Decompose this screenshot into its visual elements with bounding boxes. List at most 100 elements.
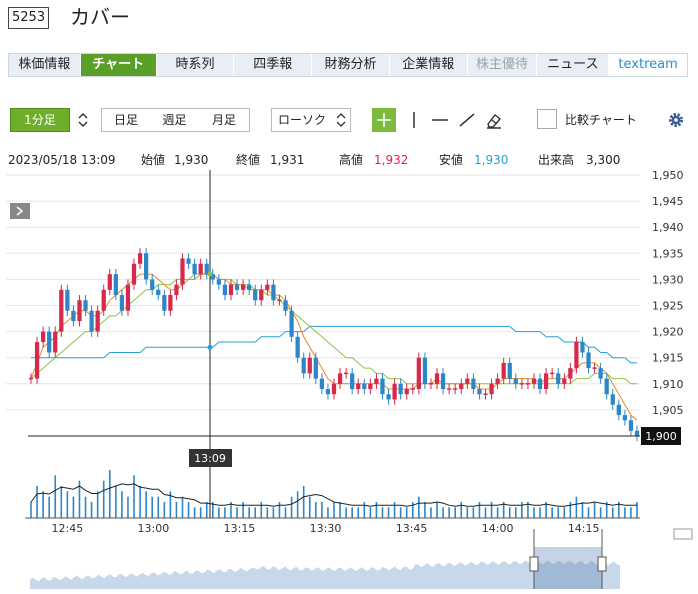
candle-body [465, 378, 470, 384]
interval-stepper-icon[interactable] [74, 108, 92, 132]
tab-quarterly-report[interactable]: 四季報 [234, 54, 313, 76]
volume-bar [539, 507, 541, 518]
last-price-label: 1,900 [645, 430, 677, 443]
candle-body [440, 373, 446, 390]
candle-body [119, 295, 125, 311]
price-tick-label: 1,940 [652, 221, 684, 234]
period-monthly[interactable]: 月足 [211, 113, 236, 127]
volume-bar [290, 496, 293, 518]
chart-type-select[interactable]: ローソク [271, 108, 351, 132]
candle-body [392, 383, 397, 400]
candle-body [198, 263, 203, 275]
tab-company-info[interactable]: 企業情報 [390, 54, 468, 76]
candle-body [162, 295, 167, 311]
candle-body [40, 331, 46, 343]
compare-chart-checkbox[interactable] [537, 109, 557, 129]
high-value: 1,932 [374, 153, 409, 167]
volume-bar [102, 480, 105, 518]
candle-body [277, 299, 282, 302]
candle-body [410, 388, 415, 390]
tab-news[interactable]: ニュース [537, 54, 610, 76]
candle-body [356, 383, 361, 390]
volume-bar [448, 507, 450, 518]
candle-body [222, 284, 228, 296]
volume-bar [327, 507, 329, 518]
volume-bar [284, 507, 287, 518]
company-name: カバー [70, 5, 130, 29]
tab-stock-info[interactable]: 株価情報 [9, 54, 81, 76]
range-navigator[interactable] [30, 528, 693, 589]
volume-bar [624, 507, 626, 518]
candle-body [525, 383, 531, 385]
candle-body [374, 378, 379, 384]
volume-bar [278, 502, 281, 518]
crosshair-time-label: 13:09 [194, 452, 226, 465]
candle-body [416, 357, 421, 390]
candle-body [422, 357, 428, 384]
volume-bar [418, 496, 420, 518]
volume-bar [478, 502, 481, 518]
period-weekly[interactable]: 週足 [162, 113, 187, 127]
eraser-tool-icon[interactable] [482, 108, 506, 132]
candle-body [325, 389, 331, 395]
volume-bar [424, 502, 426, 518]
vertical-line-tool-icon[interactable] [402, 108, 426, 132]
candle-body [513, 378, 518, 384]
candle-body [113, 274, 118, 296]
gear-icon[interactable] [664, 108, 688, 132]
tab-timeseries[interactable]: 時系列 [157, 54, 235, 76]
horizontal-line-tool-icon[interactable] [428, 108, 452, 132]
trend-line-tool-icon[interactable] [455, 108, 479, 132]
ma-long-line [31, 325, 637, 364]
candle-body [368, 383, 373, 390]
candle-body [83, 300, 88, 311]
candle-body [598, 368, 603, 379]
last-price-box [641, 427, 681, 445]
time-tick-label: 13:45 [396, 522, 428, 535]
candle-body [501, 362, 506, 379]
candle-body [550, 372, 555, 375]
volume-bar [460, 502, 463, 518]
open-label: 始値 [141, 153, 166, 167]
volume-bar [151, 496, 153, 518]
stock-chart[interactable]: 1,950 1,945 1,940 1,935 1,930 1,925 1,920 1,915… [0, 165, 698, 594]
candle-body [131, 263, 137, 285]
volume-bar [30, 502, 32, 518]
range-reset-icon [673, 528, 693, 540]
volume-bar [260, 502, 263, 518]
volume-bar [393, 502, 396, 518]
tab-chart[interactable]: チャート [80, 54, 157, 76]
candle-body [53, 331, 58, 353]
period-daily[interactable]: 日足 [113, 113, 138, 127]
crosshair-tool-icon[interactable] [372, 108, 396, 132]
candle-body [34, 342, 40, 379]
crosshair-time-box [189, 449, 232, 467]
low-label: 安値 [439, 153, 464, 167]
candle-body [71, 310, 76, 322]
volume-bar [569, 502, 572, 518]
candle-body [59, 289, 64, 332]
time-tick-label: 13:00 [138, 522, 170, 535]
volume-bar [351, 507, 353, 518]
candle-body [295, 336, 300, 358]
tab-financial-analysis[interactable]: 財務分析 [312, 54, 390, 76]
candle-body [428, 383, 434, 385]
overview-selected-range [534, 547, 602, 589]
candle-body [537, 378, 543, 390]
candle-body [77, 300, 82, 322]
candle-body [434, 373, 440, 384]
candle-body [65, 289, 70, 311]
interval-1min-button[interactable]: 1分足 [10, 108, 70, 132]
volume-bar [199, 507, 202, 518]
volume-bar [90, 502, 93, 518]
chart-type-value: ローソク [278, 113, 327, 127]
candle-body [265, 284, 270, 290]
volume-bar [333, 502, 335, 518]
tab-textream[interactable]: textream [609, 54, 687, 76]
candle-body [331, 383, 337, 395]
volume-bar [387, 507, 390, 518]
time-tick-label: 13:30 [310, 522, 342, 535]
candle-body [616, 404, 621, 416]
candle-body [156, 289, 161, 296]
volume-bar [169, 491, 172, 518]
